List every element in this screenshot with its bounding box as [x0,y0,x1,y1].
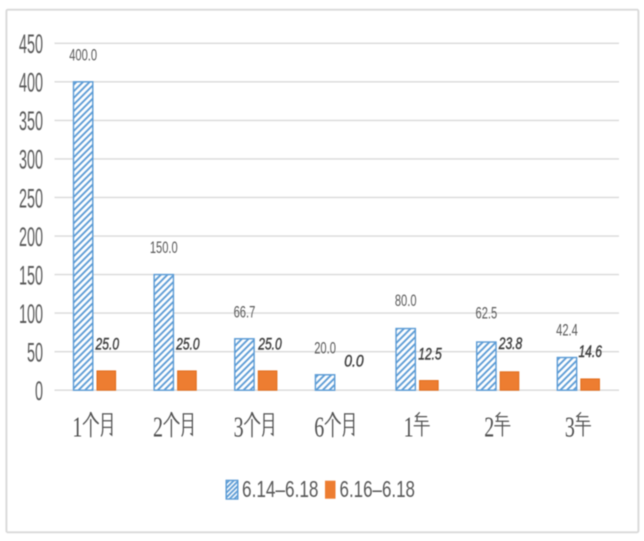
svg-text:450: 450 [19,29,43,59]
svg-text:250: 250 [19,183,43,213]
svg-text:0: 0 [35,376,43,406]
svg-text:0.0: 0.0 [344,352,364,371]
svg-text:3: 3 [234,413,244,444]
svg-text:6.14–6.18: 6.14–6.18 [242,476,319,502]
svg-text:80.0: 80.0 [395,291,417,310]
svg-text:23.8: 23.8 [498,334,523,353]
svg-text:200: 200 [19,222,43,252]
svg-text:6: 6 [314,413,324,444]
svg-text:1: 1 [72,413,82,444]
svg-text:6.16–6.18: 6.16–6.18 [340,476,416,502]
svg-text:1: 1 [404,413,414,444]
svg-text:150.0: 150.0 [150,238,178,257]
svg-text:25.0: 25.0 [95,335,120,354]
svg-text:2: 2 [484,413,494,444]
svg-text:14.6: 14.6 [578,342,602,361]
svg-text:50: 50 [27,337,43,367]
svg-text:20.0: 20.0 [314,338,336,357]
svg-text:350: 350 [19,106,43,136]
svg-text:12.5: 12.5 [418,345,442,364]
svg-text:400.0: 400.0 [69,45,97,64]
svg-text:66.7: 66.7 [234,303,256,322]
svg-text:150: 150 [19,260,43,290]
svg-text:100: 100 [19,299,43,329]
svg-text:400: 400 [19,68,43,98]
svg-text:300: 300 [19,145,43,175]
svg-text:25.0: 25.0 [175,335,200,354]
svg-text:42.4: 42.4 [556,321,578,340]
svg-text:25.0: 25.0 [258,335,283,354]
svg-text:62.5: 62.5 [476,304,498,323]
svg-text:3: 3 [565,413,575,444]
svg-text:2: 2 [153,413,163,444]
